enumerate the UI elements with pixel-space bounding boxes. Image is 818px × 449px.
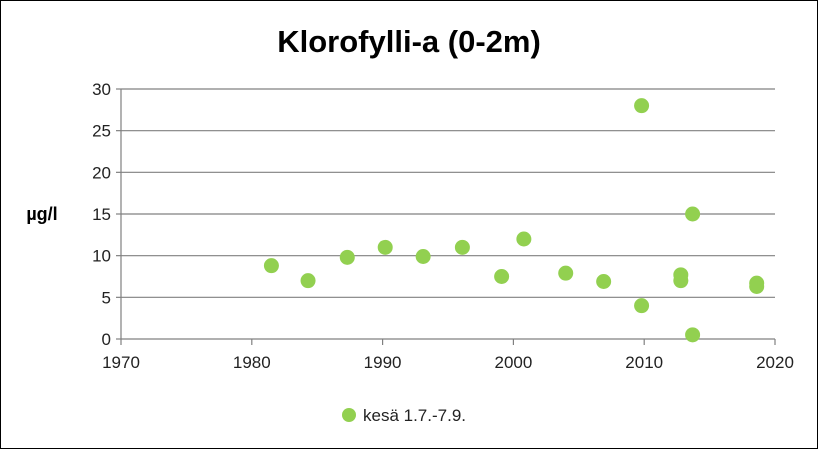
data-point bbox=[634, 298, 650, 314]
y-tick-label: 0 bbox=[102, 330, 111, 349]
data-point bbox=[558, 265, 574, 281]
legend-marker bbox=[342, 408, 356, 422]
x-tick-label: 1990 bbox=[364, 353, 402, 372]
gridlines bbox=[116, 88, 776, 345]
data-point bbox=[300, 273, 316, 289]
x-tick-label: 2000 bbox=[494, 353, 532, 372]
data-point bbox=[339, 249, 355, 265]
data-point bbox=[685, 206, 701, 222]
x-tick-labels: 1970 1980 1990 2000 2010 2020 bbox=[102, 353, 794, 372]
legend-label: kesä 1.7.-7.9. bbox=[363, 406, 466, 425]
data-points bbox=[263, 98, 765, 343]
y-tick-label: 20 bbox=[92, 163, 111, 182]
y-tick-label: 5 bbox=[102, 288, 111, 307]
x-tick-label: 2010 bbox=[625, 353, 663, 372]
y-tick-label: 30 bbox=[92, 80, 111, 99]
x-tick-label: 2020 bbox=[756, 353, 794, 372]
data-point bbox=[494, 269, 510, 284]
data-point bbox=[673, 273, 689, 289]
data-point bbox=[634, 98, 650, 114]
data-point bbox=[749, 279, 765, 294]
data-point bbox=[415, 249, 431, 264]
x-tick-label: 1970 bbox=[102, 353, 140, 372]
data-point bbox=[685, 327, 701, 343]
data-point bbox=[596, 274, 612, 289]
y-tick-label: 10 bbox=[92, 247, 111, 266]
x-tick-label: 1980 bbox=[233, 353, 271, 372]
y-tick-label: 25 bbox=[92, 122, 111, 141]
data-point bbox=[516, 231, 532, 247]
y-tick-label: 15 bbox=[92, 205, 111, 224]
data-point bbox=[454, 239, 470, 255]
chart-title: Klorofylli-a (0-2m) bbox=[277, 24, 541, 59]
y-axis-label: µg/l bbox=[26, 204, 57, 224]
legend: kesä 1.7.-7.9. bbox=[342, 406, 466, 425]
y-tick-labels: 0 5 10 15 20 25 30 bbox=[92, 80, 111, 349]
data-point bbox=[377, 239, 393, 255]
data-point bbox=[263, 258, 279, 274]
